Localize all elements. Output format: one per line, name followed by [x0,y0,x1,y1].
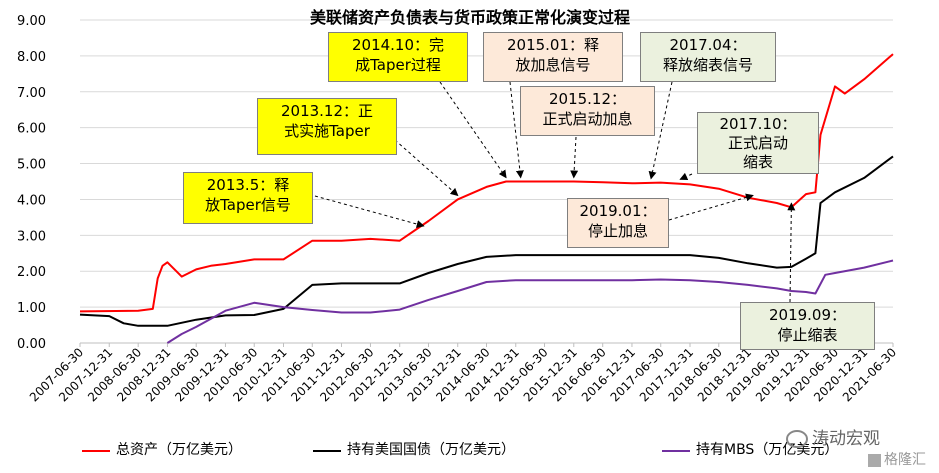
watermark-site-text: 格隆汇 [884,452,926,468]
y-tick-label: 1.00 [17,301,46,316]
annotation-line: 正式启动加息 [542,110,633,128]
annotation-2015-01: 2015.01：释 放加息信号 [483,32,623,82]
annotation-line: 正式启动 [727,134,788,152]
series-lines [79,53,894,344]
series-line-0 [79,53,894,313]
gelonghui-logo-icon [868,453,881,467]
annotation-line: 停止加息 [587,222,648,240]
annotation-arrow [394,139,459,197]
annotation-2017-10: 2017.10： 正式启动 缩表 [697,112,819,174]
x-axis-ticks: 2007-06-302007-12-312008-06-302008-12-31… [27,343,899,404]
annotation-arrows [314,81,796,303]
chart-title: 美联储资产负债表与货币政策正常化演变过程 [310,8,630,27]
annotation-2013-12: 2013.12：正 式实施Taper [257,98,397,155]
series-line-1 [79,155,894,327]
legend-swatch-mbs [662,450,690,452]
annotation-line: 放加息信号 [515,56,591,74]
annotation-2019-09: 2019.09： 停止缩表 [740,302,875,350]
annotation-2013-05: 2013.5：释 放Taper信号 [183,172,313,224]
y-tick-label: 8.00 [17,50,46,65]
y-tick-label: 2.00 [17,265,46,280]
annotation-line: 2015.12： [548,90,627,108]
annotation-line: 停止缩表 [777,326,838,344]
annotation-2014-10: 2014.10：完 成Taper过程 [328,32,468,82]
y-tick-label: 5.00 [17,158,46,173]
y-tick-label: 7.00 [17,86,46,101]
annotation-2017-04: 2017.04： 释放缩表信号 [640,32,776,82]
y-tick-label: 0.00 [17,337,46,352]
annotation-arrow [509,81,524,179]
annotation-line: 2014.10：完 [351,36,445,54]
annotation-line: 式实施Taper [284,122,370,140]
watermark-site: 格隆汇 [868,449,926,469]
y-tick-label: 4.00 [17,193,46,208]
y-tick-label: 6.00 [17,122,46,137]
annotation-line: 成Taper过程 [355,56,441,74]
annotation-2015-12: 2015.12： 正式启动加息 [520,86,655,136]
series-line-2 [166,259,894,344]
annotation-line: 2015.01：释 [506,36,600,54]
annotation-line: 2017.10： [719,115,797,133]
annotation-arrow [570,136,579,179]
wechat-icon [786,430,808,448]
legend-label: 持有美国国债（万亿美元） [347,442,515,458]
annotation-arrow [439,81,507,179]
annotation-line: 缩表 [742,153,773,171]
annotation-arrow [648,81,673,180]
y-tick-label: 3.00 [17,229,46,244]
annotation-line: 放Taper信号 [205,196,291,214]
annotation-arrow [787,202,796,303]
annotation-line: 释放缩表信号 [662,56,753,74]
annotation-arrow [314,195,425,228]
annotation-2019-01: 2019.01： 停止加息 [567,198,669,248]
y-tick-label: 9.00 [17,14,46,29]
legend-swatch-treasury [313,450,341,452]
annotation-line: 2019.09： [768,306,847,324]
annotation-arrow [668,193,754,221]
annotation-arrow [679,172,693,181]
watermark-brand-text: 涛动宏观 [812,429,880,449]
watermark-brand: 涛动宏观 [786,424,880,449]
annotation-line: 2013.5：释 [206,176,290,194]
annotation-line: 2019.01： [579,202,657,220]
annotation-line: 2017.04： [669,36,747,54]
legend-swatch-total [82,450,110,452]
y-axis-ticks: 0.00 1.00 2.00 3.00 4.00 5.00 6.00 7.00 8.00 9.00 [17,14,46,352]
legend-label: 总资产（万亿美元） [116,442,242,458]
annotation-line: 2013.12：正 [280,102,374,120]
